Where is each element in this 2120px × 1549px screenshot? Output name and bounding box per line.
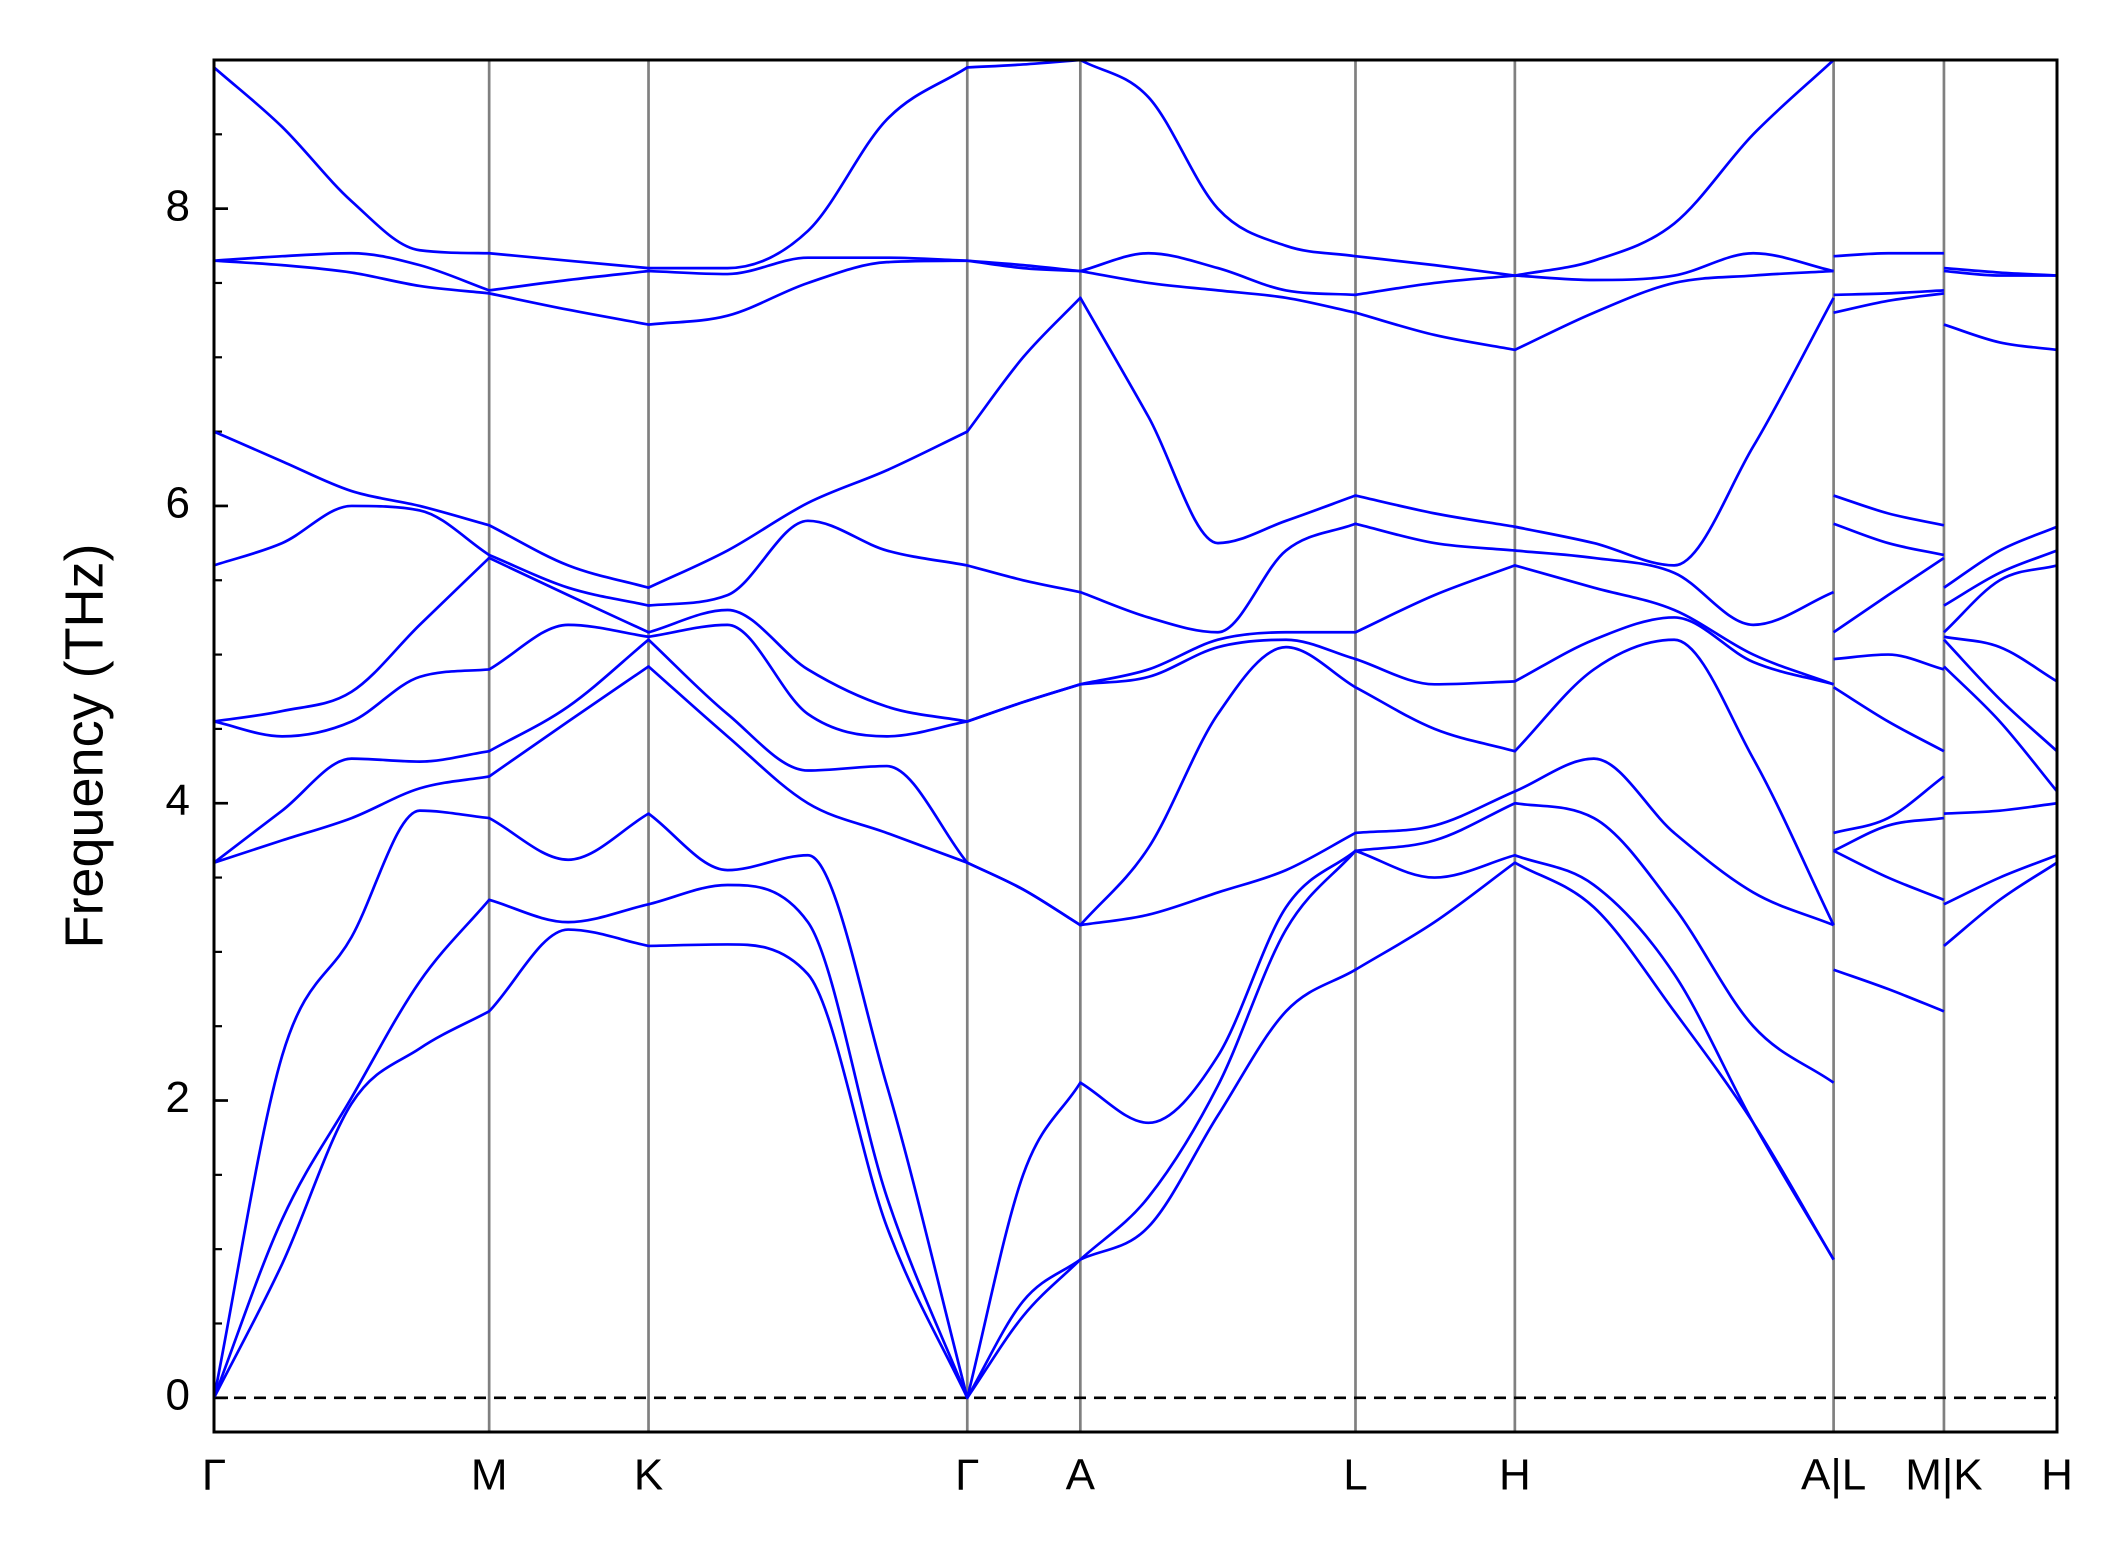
band-line (212, 801, 2058, 1400)
y-axis-label: Frequency (THz) (54, 543, 114, 948)
plot-frame (212, 58, 2059, 1434)
x-tick-label: A|L (1801, 1451, 1866, 1500)
y-tick-label: 4 (166, 776, 190, 825)
band-line (213, 638, 2058, 927)
y-tick-label: 0 (166, 1370, 190, 1419)
band-line (213, 259, 2058, 352)
x-tick-label: M|K (1905, 1451, 1982, 1500)
x-tick-label: H (2041, 1451, 2073, 1500)
x-tick-label: L (1343, 1451, 1367, 1500)
x-tick-label: Γ (202, 1451, 226, 1500)
y-tick-label: 2 (166, 1073, 190, 1122)
x-tick-label: H (1499, 1451, 1531, 1500)
band-line (213, 504, 2058, 634)
y-tick-label: 6 (166, 479, 190, 528)
y-tick-label: 8 (166, 181, 190, 230)
x-tick-label: M (471, 1451, 508, 1500)
x-tick-label: Γ (955, 1451, 979, 1500)
band-line (213, 58, 2058, 277)
x-tick-label: K (634, 1451, 663, 1500)
band-line (213, 296, 2058, 590)
band-line (212, 861, 2058, 1400)
x-tick-label: A (1066, 1451, 1096, 1500)
band-line (213, 556, 2058, 723)
band-line (212, 849, 2058, 1400)
